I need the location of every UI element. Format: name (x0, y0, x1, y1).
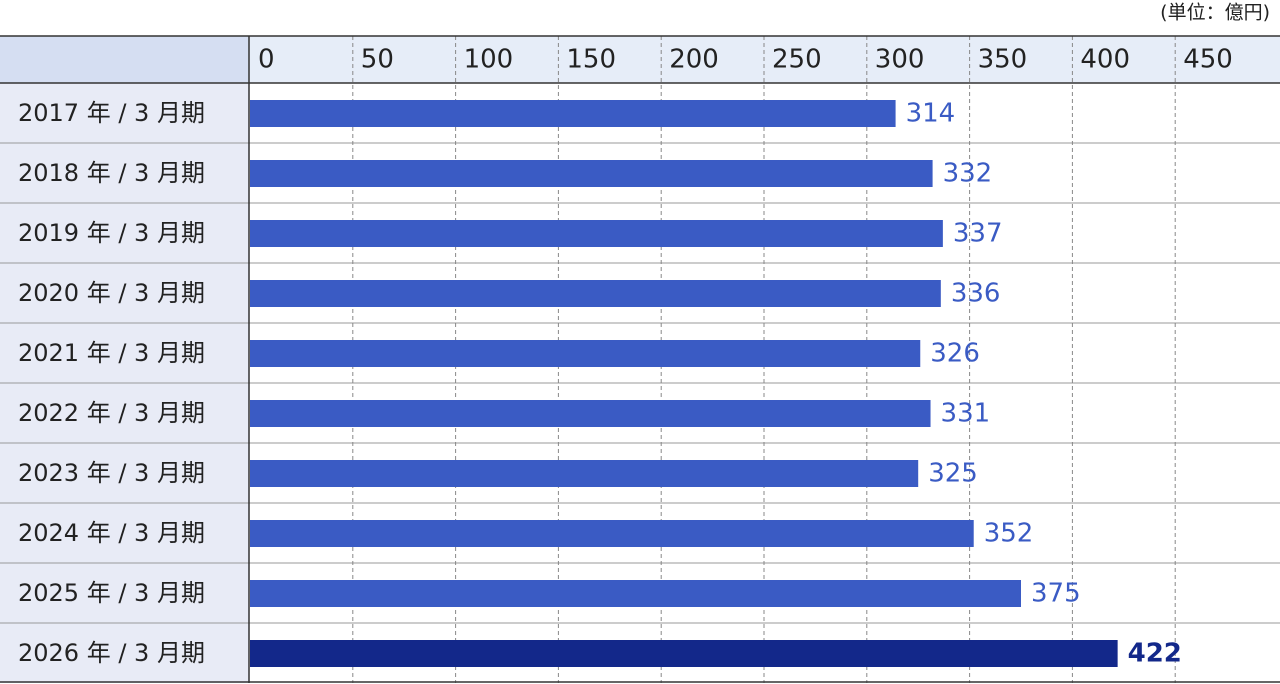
category-cell (0, 323, 249, 383)
unit-label: (単位：億円) (1160, 2, 1270, 24)
x-tick-label: 350 (978, 45, 1028, 75)
category-label: 2023 年 / 3 月期 (18, 459, 205, 487)
x-tick-label: 50 (361, 45, 394, 75)
category-label: 2019 年 / 3 月期 (18, 219, 205, 247)
x-tick-label: 0 (258, 45, 275, 75)
header-left-cell (0, 36, 249, 83)
bar (250, 580, 1021, 607)
bar (250, 460, 919, 487)
value-label: 375 (1031, 579, 1081, 609)
x-tick-label: 200 (669, 45, 719, 75)
category-label: 2017 年 / 3 月期 (18, 99, 205, 127)
value-label: 326 (930, 339, 980, 369)
category-label: 2024 年 / 3 月期 (18, 519, 205, 547)
value-label: 337 (953, 219, 1003, 249)
x-tick-label: 300 (875, 45, 925, 75)
value-label: 331 (941, 399, 991, 429)
bar (250, 100, 896, 127)
value-label: 314 (906, 99, 956, 129)
category-cell (0, 503, 249, 563)
x-tick-label: 100 (464, 45, 514, 75)
category-cell (0, 383, 249, 443)
x-tick-label: 450 (1183, 45, 1233, 75)
x-tick-label: 150 (566, 45, 616, 75)
x-tick-label: 250 (772, 45, 822, 75)
category-cell (0, 83, 249, 143)
bar (250, 340, 921, 367)
value-label: 422 (1128, 639, 1182, 669)
category-label: 2021 年 / 3 月期 (18, 339, 205, 367)
value-label: 325 (928, 459, 978, 489)
bar (250, 400, 931, 427)
category-label: 2025 年 / 3 月期 (18, 579, 205, 607)
category-cell (0, 623, 249, 683)
category-cell (0, 443, 249, 503)
value-label: 336 (951, 279, 1001, 309)
category-label: 2026 年 / 3 月期 (18, 639, 205, 667)
value-label: 332 (943, 159, 993, 189)
category-cell (0, 143, 249, 203)
category-label: 2022 年 / 3 月期 (18, 399, 205, 427)
bar (250, 640, 1118, 667)
category-cell (0, 203, 249, 263)
category-label: 2020 年 / 3 月期 (18, 279, 205, 307)
bar (250, 160, 933, 187)
category-cell (0, 263, 249, 323)
bar (250, 280, 941, 307)
bar (250, 220, 943, 247)
category-label: 2018 年 / 3 月期 (18, 159, 205, 187)
x-tick-label: 400 (1080, 45, 1130, 75)
value-label: 352 (984, 519, 1034, 549)
bar (250, 520, 974, 547)
category-cell (0, 563, 249, 623)
